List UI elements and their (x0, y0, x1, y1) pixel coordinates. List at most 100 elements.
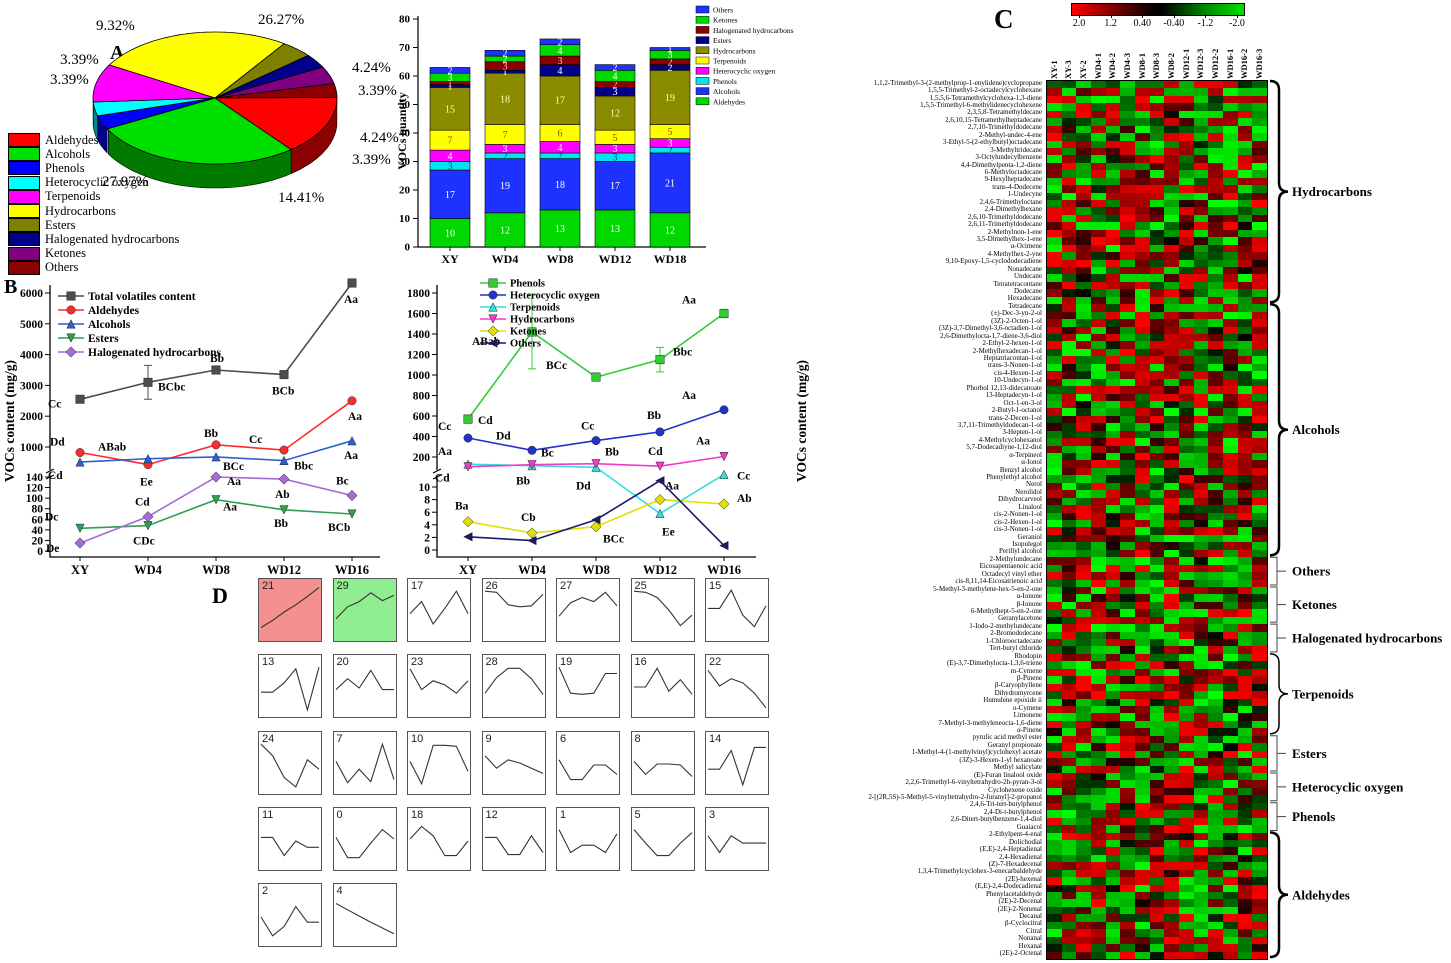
heatmap-cell (1149, 252, 1165, 260)
heatmap-cell (1047, 817, 1062, 826)
heatmap-cell (1135, 609, 1150, 617)
heatmap-cell (1120, 817, 1135, 826)
heatmap-cell (1208, 661, 1223, 669)
heatmap-cell (1076, 170, 1091, 178)
heatmap-cell (1120, 393, 1135, 401)
heatmap-cell (1208, 944, 1223, 952)
ytick-label: 80 (32, 504, 44, 516)
sig-label: Aa (223, 502, 237, 514)
marker-circle (527, 445, 537, 455)
bar-segment-value: 12 (610, 109, 620, 120)
heatmap-cell (1061, 88, 1077, 96)
heatmap-cell (1105, 475, 1121, 483)
legend-label: Terpenoids (45, 189, 101, 204)
heatmap-row-label: Tetradecane (1008, 301, 1042, 310)
bar-segment-value: 2 (503, 54, 508, 65)
bar-segment-value: 1 (448, 81, 453, 92)
heatmap-cell (1149, 356, 1165, 364)
heatmap-cell (1091, 929, 1106, 937)
heatmap-cell (1252, 274, 1267, 282)
heatmap-cell (1208, 103, 1223, 111)
heatmap-cell (1149, 296, 1165, 305)
heatmap-cell (1223, 140, 1238, 148)
colorbar-tick-label: -2.0 (1229, 18, 1245, 29)
heatmap-cell (1091, 386, 1106, 394)
heatmap-cell (1179, 534, 1194, 543)
heatmap-cell (1193, 639, 1209, 647)
heatmap-cell (1252, 177, 1267, 186)
heatmap-cell (1237, 490, 1253, 498)
sparkline-plot (707, 834, 766, 854)
heatmap-cell (1105, 207, 1121, 215)
legend-label: Halogenated hydrocarbons (45, 231, 180, 246)
heatmap-cell (1076, 274, 1091, 282)
heatmap-cell (1091, 110, 1106, 119)
heatmap-cell (1135, 140, 1150, 148)
heatmap-cell (1193, 125, 1209, 134)
heatmap-cell (1120, 482, 1135, 491)
heatmap-cell (1252, 520, 1267, 528)
heatmap-cell (1179, 408, 1194, 416)
heatmap-cell (1149, 438, 1165, 446)
bar-segment-value: 2 (668, 63, 673, 74)
heatmap-cell (1076, 691, 1091, 699)
heatmap-cell (1105, 170, 1121, 178)
heatmap-cell (1061, 624, 1077, 632)
heatmap-row-label: 6-Methyloctadecane (984, 167, 1042, 176)
heatmap-cell (1179, 140, 1194, 148)
xcat-label: WD12 (643, 563, 677, 577)
heatmap-cell (1223, 490, 1238, 498)
heatmap-row-label: (3Z)-3-Hexen-1-yl hexanoate (959, 755, 1042, 764)
heatmap-cell (1237, 527, 1253, 535)
heatmap-cell (1223, 906, 1238, 915)
heatmap-cell (1223, 423, 1238, 431)
heatmap-cell (1179, 445, 1194, 454)
heatmap-cell (1208, 423, 1223, 431)
heatmap-cell (1061, 817, 1077, 826)
heatmap-cell (1164, 289, 1179, 297)
heatmap-cell (1223, 944, 1238, 952)
heatmap-cell (1047, 631, 1062, 640)
heatmap-cell (1208, 185, 1223, 193)
heatmap-cell (1120, 586, 1135, 595)
heatmap-cell (1135, 200, 1150, 208)
bar-segment-aldehydes (429, 218, 471, 248)
heatmap-cell (1237, 371, 1253, 379)
bar-segment-hydrocarbons (649, 70, 691, 125)
heatmap-cell (1149, 311, 1165, 320)
heatmap-cell (1047, 780, 1062, 788)
heatmap-cell (1237, 333, 1253, 342)
heatmap-cell (1223, 653, 1238, 662)
heatmap-cell (1061, 393, 1077, 401)
heatmap-row-label: Hexadecane (1007, 294, 1042, 303)
heatmap-cell (1237, 88, 1253, 96)
heatmap-cell (1149, 594, 1165, 602)
heatmap-cell (1164, 817, 1179, 826)
heatmap-cell (1076, 817, 1091, 826)
heatmap-cell (1061, 676, 1077, 684)
heatmap-cell (1208, 408, 1223, 416)
heatmap-cell (1120, 639, 1135, 647)
heatmap-cell (1252, 430, 1267, 439)
heatmap-cell (1149, 110, 1165, 119)
bar-segment-value: 2 (613, 80, 618, 91)
sparkline-cell-24: 24 (258, 730, 322, 795)
line-chart-axes (49, 285, 380, 558)
legend-label: Hydrocarbons (45, 203, 116, 218)
heatmap-cell (1164, 110, 1179, 119)
sig-label: Cd (648, 446, 663, 458)
heatmap-cell (1193, 81, 1209, 89)
heatmap-cell (1208, 88, 1223, 96)
heatmap-cell (1120, 691, 1135, 699)
heatmap-cell (1179, 839, 1194, 848)
pie-slice-alcohols (106, 97, 292, 165)
heatmap-cell (1223, 371, 1238, 379)
heatmap-cell (1061, 802, 1077, 811)
heatmap-cell (1076, 214, 1091, 223)
heatmap-cell (1193, 520, 1209, 528)
marker-triangle-down (347, 509, 357, 519)
heatmap-cell (1237, 944, 1253, 952)
heatmap-cell (1164, 691, 1179, 699)
heatmap-cell (1135, 944, 1150, 952)
heatmap-cell (1164, 333, 1179, 342)
